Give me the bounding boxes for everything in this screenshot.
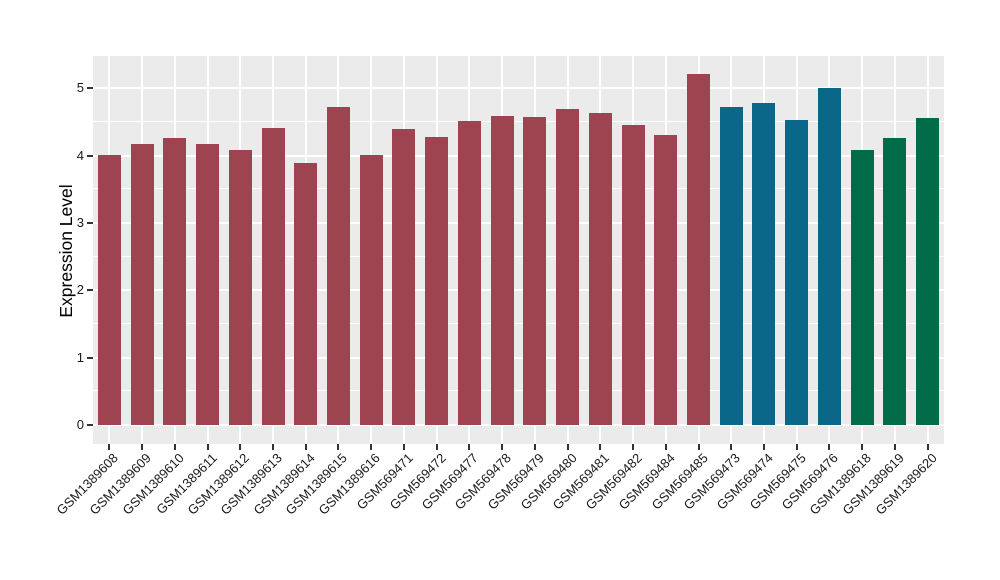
bar: [163, 137, 187, 426]
y-tick-label: 5: [76, 80, 84, 96]
bar: [228, 150, 252, 426]
x-tick-mark: [632, 444, 635, 450]
bar: [556, 109, 580, 426]
x-tick-mark: [239, 444, 242, 450]
bar: [425, 136, 449, 426]
gridline-minor: [93, 121, 944, 123]
bar: [326, 107, 350, 426]
y-tick-mark: [87, 87, 93, 90]
bar: [883, 138, 907, 426]
x-tick-mark: [828, 444, 831, 450]
bar: [850, 150, 874, 426]
x-tick-mark: [370, 444, 373, 450]
bar: [457, 120, 481, 426]
bar: [392, 129, 416, 426]
gridline-major: [93, 356, 944, 359]
bar: [752, 103, 776, 426]
x-tick-mark: [730, 444, 733, 450]
y-tick-label: 2: [76, 282, 84, 298]
plot-panel: [93, 56, 944, 444]
gridline-minor: [93, 255, 944, 257]
x-tick-mark: [861, 444, 864, 450]
x-tick-mark: [108, 444, 111, 450]
gridline-major: [93, 424, 944, 427]
bar: [490, 115, 514, 426]
x-tick-mark: [893, 444, 896, 450]
bar: [196, 144, 220, 426]
y-tick-label: 4: [76, 147, 84, 163]
x-tick-mark: [173, 444, 176, 450]
x-tick-mark: [304, 444, 307, 450]
x-tick-mark: [697, 444, 700, 450]
bar: [817, 88, 841, 426]
x-tick-mark: [206, 444, 209, 450]
gridline-minor: [93, 188, 944, 190]
bar: [785, 120, 809, 426]
x-tick-mark: [599, 444, 602, 450]
bar: [719, 107, 743, 426]
x-tick-mark: [435, 444, 438, 450]
gridline-minor: [93, 390, 944, 392]
y-tick-label: 0: [76, 417, 84, 433]
y-tick-mark: [87, 424, 93, 427]
x-tick-mark: [795, 444, 798, 450]
x-tick-mark: [664, 444, 667, 450]
bar: [359, 155, 383, 426]
x-tick-mark: [468, 444, 471, 450]
x-tick-mark: [337, 444, 340, 450]
x-tick-mark: [141, 444, 144, 450]
x-tick-mark: [566, 444, 569, 450]
y-tick-mark: [87, 154, 93, 157]
x-tick-mark: [762, 444, 765, 450]
bar: [261, 128, 285, 426]
gridline-major: [93, 154, 944, 157]
bar: [654, 134, 678, 426]
gridline-minor: [93, 323, 944, 325]
x-tick-mark: [402, 444, 405, 450]
bar: [130, 143, 154, 426]
bar: [523, 116, 547, 426]
x-tick-mark: [926, 444, 929, 450]
y-tick-mark: [87, 356, 93, 359]
x-tick-mark: [533, 444, 536, 450]
gridline-major: [93, 222, 944, 225]
gridline-major: [93, 87, 944, 90]
bar: [687, 74, 711, 426]
y-tick-label: 3: [76, 215, 84, 231]
bar: [588, 113, 612, 426]
bar: [294, 163, 318, 426]
bar: [621, 125, 645, 426]
x-tick-mark: [501, 444, 504, 450]
x-tick-mark: [272, 444, 275, 450]
y-tick-label: 1: [76, 349, 84, 365]
y-tick-mark: [87, 222, 93, 225]
bar: [916, 117, 940, 426]
gridline-major: [93, 289, 944, 292]
y-tick-mark: [87, 289, 93, 292]
bar: [97, 155, 121, 426]
